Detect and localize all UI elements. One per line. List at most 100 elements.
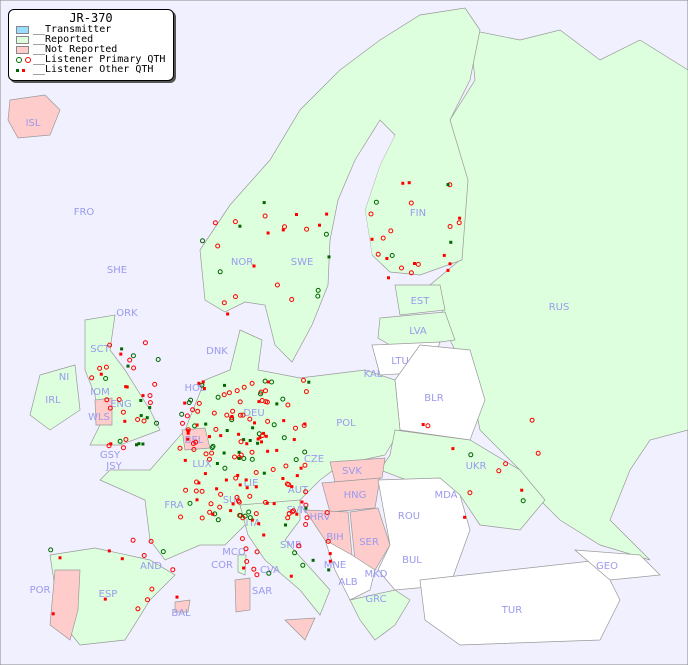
country-label-eng: ENG <box>110 399 132 410</box>
listener-other-marker <box>307 380 311 384</box>
listener-primary-marker <box>258 391 263 397</box>
listener-other-marker <box>215 487 219 491</box>
listener-other-marker <box>245 442 249 446</box>
listener-primary-marker <box>265 418 271 424</box>
listener-primary-marker <box>211 410 217 416</box>
listener-primary-marker <box>315 293 321 299</box>
listener-primary-marker <box>191 447 197 452</box>
listener-primary-marker <box>203 451 209 457</box>
listener-primary-marker <box>292 550 298 556</box>
listener-other-marker <box>120 347 124 351</box>
listener-other-marker <box>107 549 111 553</box>
listener-other-marker <box>463 515 467 519</box>
listener-other-marker <box>254 485 258 489</box>
listener-primary-marker <box>425 423 431 429</box>
land-por <box>49 569 81 641</box>
listener-other-marker <box>183 458 187 462</box>
listener-primary-marker <box>263 388 268 394</box>
country-label-pol: POL <box>336 418 356 429</box>
listener-primary-marker <box>152 381 158 387</box>
listener-primary-marker <box>120 409 126 415</box>
listener-other-marker <box>290 485 294 489</box>
gulf-bothnia <box>348 135 395 255</box>
listener-primary-marker <box>271 422 277 428</box>
listener-primary-marker <box>300 562 306 568</box>
listener-primary-marker <box>270 467 276 472</box>
country-label-fra: FRA <box>164 500 183 511</box>
listener-primary-marker <box>249 449 255 455</box>
listener-primary-marker <box>236 498 241 504</box>
listener-other-marker <box>260 440 263 444</box>
listener-other-marker <box>266 449 270 453</box>
country-label-jsy: JSY <box>105 461 122 472</box>
listener-other-marker <box>203 472 207 476</box>
listener-other-marker <box>401 181 405 185</box>
listener-primary-marker <box>238 452 244 458</box>
listener-primary-marker <box>535 450 541 456</box>
listener-other-marker <box>186 437 190 441</box>
listener-other-marker <box>244 478 248 482</box>
listener-primary-marker <box>155 357 161 362</box>
country-label-dnk: DNK <box>206 346 228 357</box>
square-marker-icon <box>16 68 33 72</box>
land-balkans <box>324 539 376 601</box>
country-label-nor: NOR <box>231 257 253 268</box>
listener-primary-marker <box>207 456 212 462</box>
listener-primary-marker <box>222 465 228 471</box>
listener-primary-marker <box>368 211 374 217</box>
listener-primary-marker <box>263 499 268 505</box>
country-label-gsy: GSY <box>100 450 121 461</box>
listener-primary-marker <box>259 433 265 438</box>
listener-other-marker <box>262 201 266 205</box>
listener-primary-marker <box>149 586 155 592</box>
listener-primary-marker <box>389 253 395 258</box>
listener-other-marker <box>231 502 235 506</box>
country-label-fin: FIN <box>410 208 426 219</box>
listener-primary-marker <box>290 508 296 514</box>
listener-other-marker <box>520 488 524 492</box>
listener-primary-marker <box>467 490 473 496</box>
listener-primary-marker <box>104 397 110 403</box>
listener-other-marker <box>195 498 199 502</box>
country-label-mne: MNE <box>324 560 346 571</box>
country-label-and: AND <box>140 561 162 572</box>
listener-other-marker <box>186 429 190 433</box>
country-label-svk: SVK <box>342 466 362 477</box>
country-label-mkd: MKD <box>365 569 388 580</box>
listener-primary-marker <box>249 380 255 386</box>
country-label-ni: NI <box>59 372 69 383</box>
country-label-por: POR <box>30 585 51 596</box>
listener-other-marker <box>252 264 256 268</box>
listener-primary-marker <box>234 388 240 394</box>
listener-primary-marker <box>496 468 502 474</box>
listener-other-marker <box>99 372 103 376</box>
listener-primary-marker <box>199 515 205 521</box>
listener-other-marker <box>258 436 262 440</box>
listener-other-marker <box>223 383 226 387</box>
legend-label: __Listener Other QTH <box>33 64 154 75</box>
country-label-ork: ORK <box>116 308 138 319</box>
listener-primary-marker <box>289 297 295 302</box>
listener-other-marker <box>442 253 446 257</box>
listener-primary-marker <box>251 566 257 572</box>
listener-primary-marker <box>103 376 109 381</box>
listener-primary-marker <box>529 417 535 423</box>
listener-primary-marker <box>209 445 215 451</box>
listener-primary-marker <box>89 375 95 381</box>
listener-other-marker <box>262 533 266 537</box>
country-label-cze: CZE <box>304 454 324 465</box>
listener-other-marker <box>242 438 246 442</box>
country-label-hrv: HRV <box>310 512 331 523</box>
listener-primary-marker <box>224 412 230 418</box>
listener-primary-marker <box>179 411 185 417</box>
listener-other-marker <box>299 466 303 470</box>
listener-other-marker <box>211 512 215 516</box>
listener-primary-marker <box>240 515 246 521</box>
listener-other-marker <box>195 423 199 427</box>
listener-primary-marker <box>304 515 310 521</box>
listener-other-marker <box>328 559 332 563</box>
listener-primary-marker <box>282 224 287 230</box>
land-ser <box>349 507 391 571</box>
listener-other-marker <box>197 481 201 485</box>
listener-other-marker <box>446 183 450 187</box>
